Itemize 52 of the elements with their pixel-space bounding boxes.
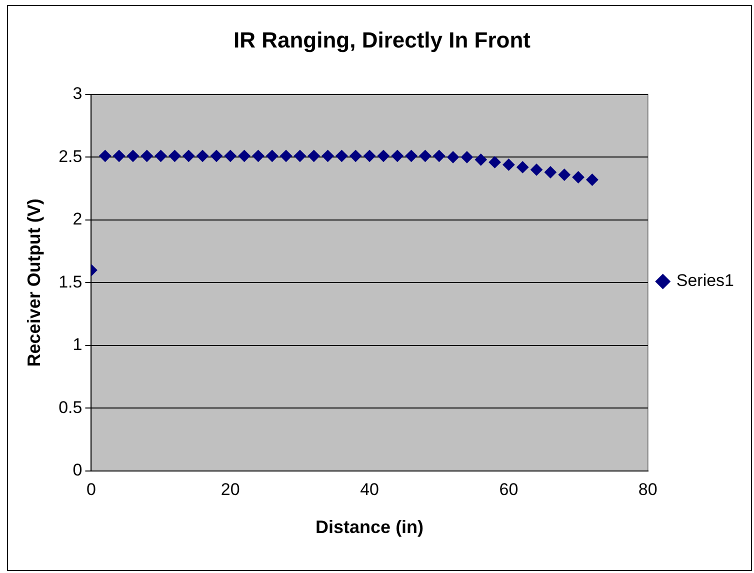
point xyxy=(530,164,543,176)
point xyxy=(336,150,348,162)
point xyxy=(433,150,446,162)
point xyxy=(168,150,181,162)
point xyxy=(447,151,460,164)
point xyxy=(252,150,264,162)
point xyxy=(140,150,153,162)
point xyxy=(364,150,376,162)
point xyxy=(113,150,126,162)
point xyxy=(224,150,236,162)
y-tick-label: 1.5 xyxy=(58,272,82,292)
chart-title: IR Ranging, Directly In Front xyxy=(233,27,532,52)
point xyxy=(99,150,112,162)
point xyxy=(308,150,320,162)
point xyxy=(391,150,404,162)
point xyxy=(488,156,501,168)
x-tick-label: 60 xyxy=(499,480,518,499)
y-tick-label: 1 xyxy=(72,335,82,354)
point xyxy=(154,150,167,162)
x-tick-label: 0 xyxy=(86,480,96,499)
point xyxy=(377,150,390,162)
y-axis-title: Receiver Output (V) xyxy=(24,198,44,367)
y-tick-label: 0 xyxy=(72,460,82,480)
x-tick-label: 20 xyxy=(220,480,240,499)
y-tick-label: 0.5 xyxy=(58,398,82,417)
point xyxy=(322,150,334,162)
point xyxy=(196,150,209,162)
y-tick-label: 3 xyxy=(72,84,82,104)
point xyxy=(516,161,529,174)
y-tick-label: 2 xyxy=(72,210,82,229)
point xyxy=(405,150,418,162)
point xyxy=(558,168,570,181)
point xyxy=(586,174,598,186)
point xyxy=(502,158,515,171)
x-tick-label: 80 xyxy=(638,480,658,499)
point xyxy=(266,150,278,162)
point xyxy=(294,150,306,162)
point xyxy=(182,150,195,162)
y-tick-label: 2.5 xyxy=(58,146,82,166)
point xyxy=(126,150,139,162)
x-axis-title: Distance (in) xyxy=(316,517,424,538)
point xyxy=(280,150,292,162)
x-tick-label: 40 xyxy=(360,480,380,499)
point xyxy=(419,150,432,162)
legend-label: Series1 xyxy=(676,271,734,290)
point xyxy=(350,150,362,162)
point xyxy=(460,151,473,164)
point xyxy=(474,154,487,166)
point xyxy=(238,150,250,162)
point xyxy=(210,150,222,162)
point xyxy=(544,166,556,178)
point xyxy=(572,171,584,184)
